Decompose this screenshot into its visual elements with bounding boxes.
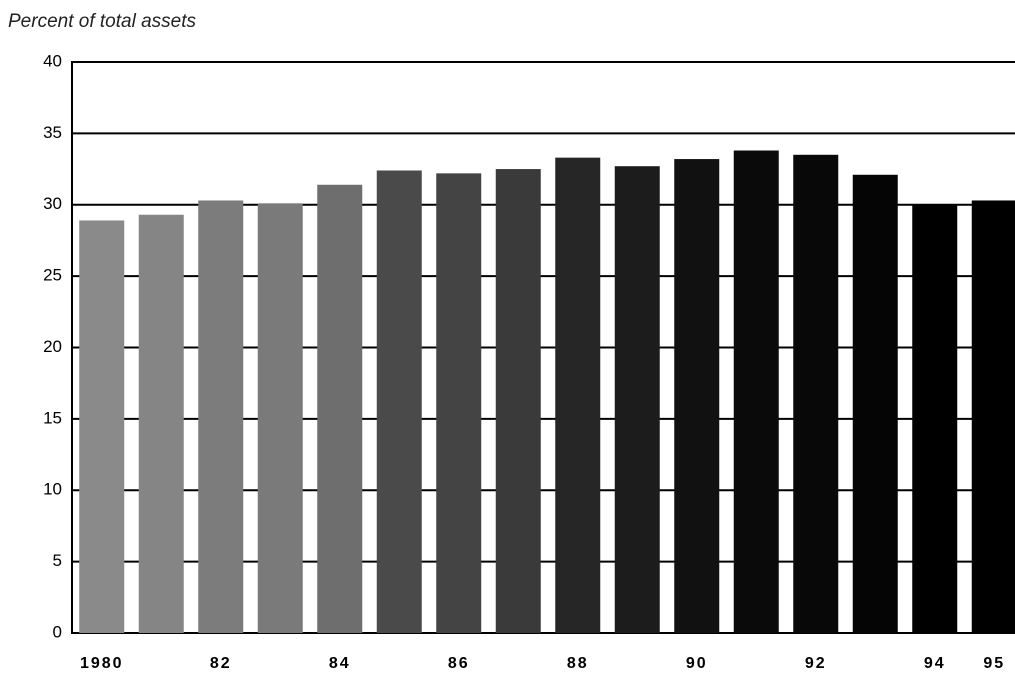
x-tick-label: 92 [805,655,827,672]
x-tick-label: 88 [567,655,589,672]
y-tick-label: 10 [43,480,62,499]
bar [793,154,839,633]
y-tick-label: 0 [53,622,62,641]
bar [436,173,482,633]
bar [614,166,660,633]
bar [674,159,720,633]
bar [198,200,244,633]
bar [257,203,303,633]
bar [852,174,898,633]
y-tick-label: 30 [43,194,62,213]
y-tick-label: 15 [43,408,62,427]
y-tick-label: 20 [43,337,62,356]
chart-title: Percent of total assets [8,11,196,32]
x-tick-label: 84 [329,655,351,672]
x-tick-label: 95 [983,655,1005,672]
y-tick-label: 35 [43,123,62,142]
y-tick-label: 25 [43,266,62,285]
y-tick-label: 40 [43,51,62,70]
bar [79,220,125,633]
bar [555,157,601,633]
bar [495,169,541,633]
x-tick-label: 86 [448,655,470,672]
bar [912,204,958,633]
bar [138,214,184,633]
x-tick-label: 82 [210,655,232,672]
x-tick-label: 90 [686,655,708,672]
bar [376,170,422,634]
bar [317,184,363,633]
bar [971,200,1015,633]
x-tick-label: 1980 [80,655,124,672]
x-tick-label: 94 [924,655,946,672]
y-tick-label: 5 [53,551,62,570]
bar [733,150,779,633]
